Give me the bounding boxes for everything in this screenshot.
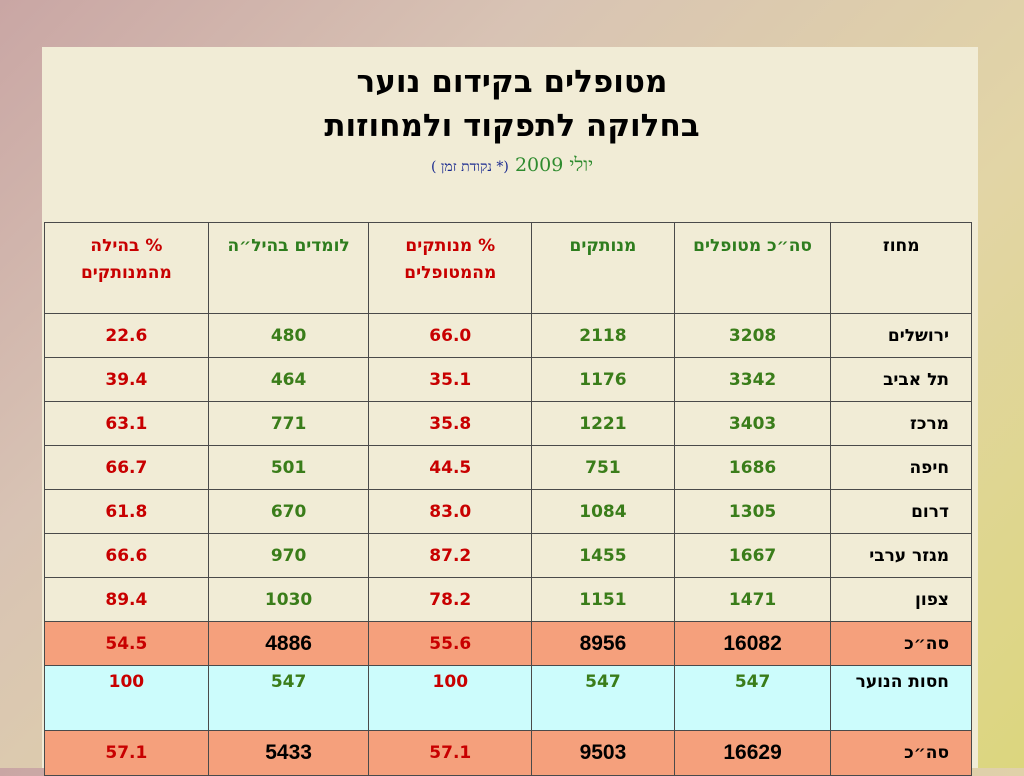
cell-pct-hila: 22.6 <box>44 313 209 358</box>
cell-students: 5433 <box>207 730 370 776</box>
cell-students: 464 <box>207 357 370 402</box>
header-total: סה״כ מטופלים <box>673 222 832 314</box>
cell-total: 16082 <box>673 621 832 666</box>
cell-pct-hila: 66.7 <box>44 445 209 490</box>
districts-table: מחוז סה״כ מטופלים מנותקים % מנותקים מהמט… <box>44 222 972 776</box>
cell-pct-hila: 66.6 <box>44 533 209 578</box>
cell-dropouts: 1221 <box>531 401 675 446</box>
title-block: מטופלים בקידום נוער בחלוקה לתפקוד ולמחוז… <box>0 60 1024 182</box>
slide-subtitle: יולי 2009 (* נקודת זמן ) <box>0 150 1024 182</box>
cell-dropouts: 1084 <box>531 489 675 534</box>
cell-district: דרום <box>830 489 972 534</box>
slide-title-line-2: בחלוקה לתפקוד ולמחוזות <box>324 108 700 144</box>
cell-pct-dropouts: 66.0 <box>368 313 533 358</box>
cell-district: סה״כ <box>830 621 972 666</box>
hasut-row: חסות הנוער 547 547 100 547 100 <box>44 665 972 731</box>
cell-total: 1305 <box>673 489 832 534</box>
cell-district: חיפה <box>830 445 972 490</box>
cell-district: מרכז <box>830 401 972 446</box>
cell-district: מגזר ערבי <box>830 533 972 578</box>
cell-total: 547 <box>673 665 832 731</box>
header-students: לומדים בהיל״ה <box>207 222 370 314</box>
table-row: דרום 1305 1084 83.0 670 61.8 <box>44 489 972 534</box>
cell-district: ירושלים <box>830 313 972 358</box>
subtitle-note: (* נקודת זמן ) <box>430 159 509 175</box>
cell-pct-hila: 89.4 <box>44 577 209 622</box>
cell-students: 547 <box>207 665 370 731</box>
cell-pct-dropouts: 44.5 <box>368 445 533 490</box>
cell-students: 1030 <box>207 577 370 622</box>
cell-pct-hila: 100 <box>44 665 209 731</box>
cell-dropouts: 1176 <box>531 357 675 402</box>
cell-students: 771 <box>207 401 370 446</box>
cell-pct-dropouts: 35.8 <box>368 401 533 446</box>
grand-total-row: סה״כ 16629 9503 57.1 5433 57.1 <box>44 730 972 776</box>
cell-students: 970 <box>207 533 370 578</box>
cell-total: 1686 <box>673 445 832 490</box>
header-pct-dropouts: % מנותקים מהמטופלים <box>368 222 533 314</box>
cell-pct-hila: 61.8 <box>44 489 209 534</box>
cell-total: 1471 <box>673 577 832 622</box>
cell-district: תל אביב <box>830 357 972 402</box>
cell-dropouts: 751 <box>531 445 675 490</box>
cell-pct-dropouts: 83.0 <box>368 489 533 534</box>
cell-pct-dropouts: 78.2 <box>368 577 533 622</box>
table-row: מגזר ערבי 1667 1455 87.2 970 66.6 <box>44 533 972 578</box>
cell-pct-hila: 54.5 <box>44 621 209 666</box>
header-district: מחוז <box>830 222 972 314</box>
cell-students: 480 <box>207 313 370 358</box>
header-dropouts: מנותקים <box>531 222 675 314</box>
cell-pct-dropouts: 55.6 <box>368 621 533 666</box>
cell-total: 16629 <box>673 730 832 776</box>
table-row: ירושלים 3208 2118 66.0 480 22.6 <box>44 313 972 358</box>
table-row: מרכז 3403 1221 35.8 771 63.1 <box>44 401 972 446</box>
cell-pct-hila: 57.1 <box>44 730 209 776</box>
cell-total: 3208 <box>673 313 832 358</box>
cell-dropouts: 8956 <box>531 621 675 666</box>
cell-students: 670 <box>207 489 370 534</box>
cell-dropouts: 547 <box>531 665 675 731</box>
table-row: צפון 1471 1151 78.2 1030 89.4 <box>44 577 972 622</box>
cell-total: 3342 <box>673 357 832 402</box>
cell-dropouts: 1455 <box>531 533 675 578</box>
cell-pct-dropouts: 100 <box>368 665 533 731</box>
cell-pct-dropouts: 35.1 <box>368 357 533 402</box>
table-row: חיפה 1686 751 44.5 501 66.7 <box>44 445 972 490</box>
cell-students: 4886 <box>207 621 370 666</box>
cell-dropouts: 1151 <box>531 577 675 622</box>
table-row: תל אביב 3342 1176 35.1 464 39.4 <box>44 357 972 402</box>
cell-dropouts: 9503 <box>531 730 675 776</box>
subtitle-date: יולי 2009 <box>514 154 594 176</box>
cell-students: 501 <box>207 445 370 490</box>
table-header-row: מחוז סה״כ מטופלים מנותקים % מנותקים מהמט… <box>44 222 972 314</box>
cell-district: חסות הנוער <box>830 665 972 731</box>
subtotal-row: סה״כ 16082 8956 55.6 4886 54.5 <box>44 621 972 666</box>
header-pct-hila: % בהילה מהמנותקים <box>44 222 209 314</box>
slide-title-line-1: מטופלים בקידום נוער <box>356 64 668 100</box>
cell-district: צפון <box>830 577 972 622</box>
cell-pct-hila: 63.1 <box>44 401 209 446</box>
cell-dropouts: 2118 <box>531 313 675 358</box>
cell-pct-dropouts: 57.1 <box>368 730 533 776</box>
cell-total: 3403 <box>673 401 832 446</box>
cell-district: סה״כ <box>830 730 972 776</box>
cell-pct-dropouts: 87.2 <box>368 533 533 578</box>
cell-pct-hila: 39.4 <box>44 357 209 402</box>
cell-total: 1667 <box>673 533 832 578</box>
